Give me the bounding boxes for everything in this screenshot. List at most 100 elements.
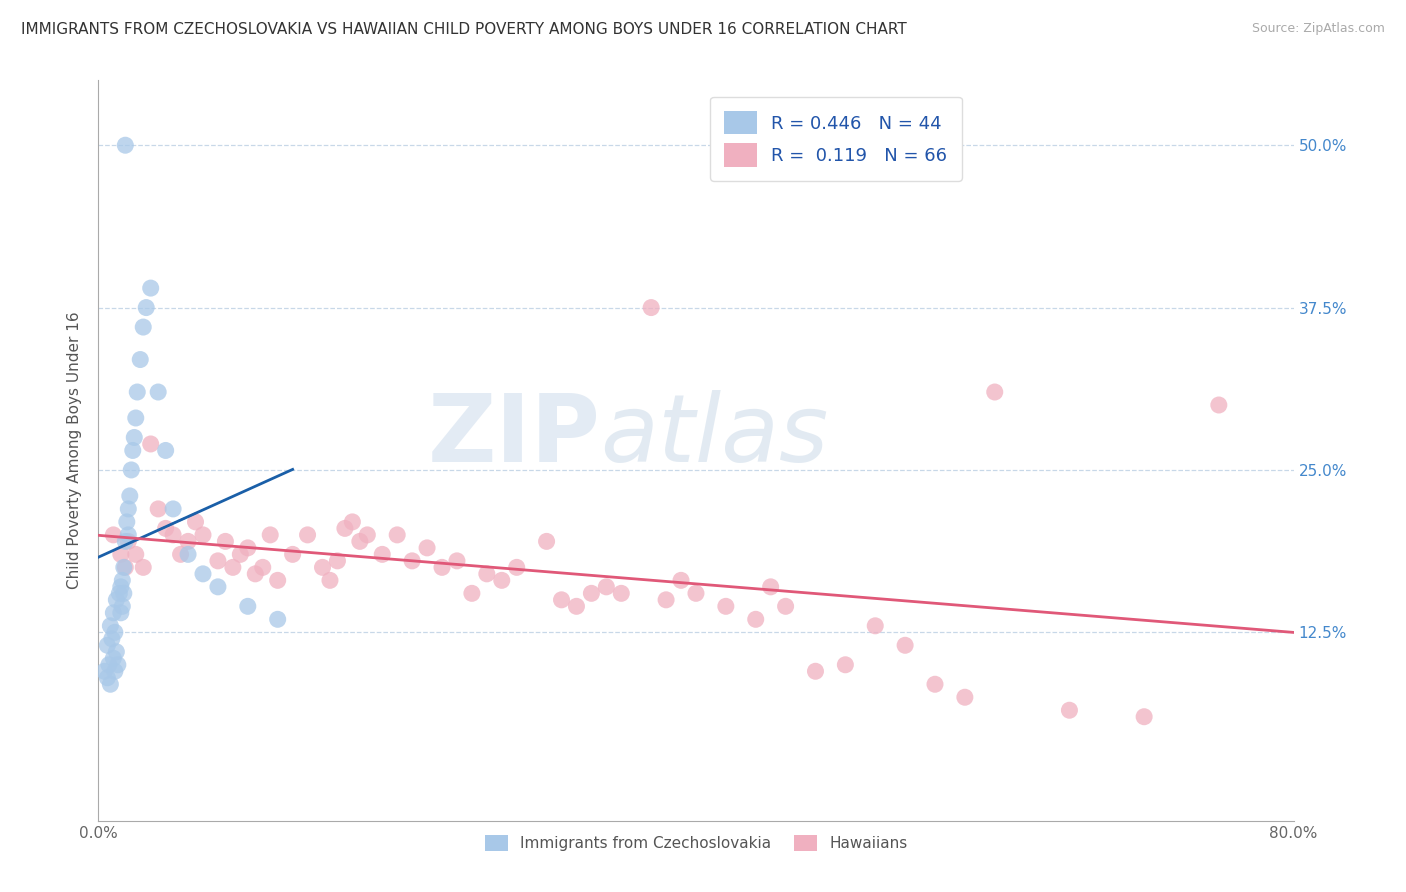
Point [111, 599, 134, 614]
Point [311, 560, 333, 574]
Text: Source: ZipAtlas.com: Source: ZipAtlas.com [1251, 22, 1385, 36]
Point [120, 463, 142, 477]
Point [236, 599, 259, 614]
Point [775, 599, 797, 614]
Point [114, 138, 136, 153]
Text: atlas: atlas [600, 390, 828, 481]
Point [745, 612, 768, 626]
Point [117, 534, 139, 549]
Point [281, 547, 304, 561]
Point [924, 677, 946, 691]
Point [804, 665, 827, 679]
Point [177, 534, 200, 549]
Point [229, 547, 252, 561]
Point [1208, 398, 1230, 412]
Point [550, 592, 572, 607]
Point [191, 528, 214, 542]
Point [984, 384, 1007, 399]
Point [640, 301, 662, 315]
Point [259, 528, 281, 542]
Point [506, 560, 529, 574]
Point [105, 645, 128, 659]
Point [894, 638, 917, 652]
Point [953, 690, 976, 705]
Point [184, 515, 207, 529]
Legend: Immigrants from Czechoslovakia, Hawaiians: Immigrants from Czechoslovakia, Hawaiian… [478, 829, 914, 857]
Point [297, 528, 319, 542]
Point [342, 515, 364, 529]
Point [461, 586, 484, 600]
Point [169, 547, 191, 561]
Point [103, 606, 125, 620]
Point [446, 554, 468, 568]
Point [93, 665, 115, 679]
Point [96, 638, 118, 652]
Point [105, 592, 128, 607]
Point [319, 574, 342, 588]
Point [401, 554, 423, 568]
Point [349, 534, 371, 549]
Point [110, 580, 132, 594]
Point [416, 541, 439, 555]
Point [114, 560, 136, 574]
Point [155, 521, 177, 535]
Point [110, 606, 132, 620]
Point [595, 580, 617, 594]
Point [267, 574, 290, 588]
Point [101, 632, 124, 646]
Point [1059, 703, 1081, 717]
Point [111, 574, 134, 588]
Point [430, 560, 453, 574]
Text: IMMIGRANTS FROM CZECHOSLOVAKIA VS HAWAIIAN CHILD POVERTY AMONG BOYS UNDER 16 COR: IMMIGRANTS FROM CZECHOSLOVAKIA VS HAWAII… [21, 22, 907, 37]
Point [207, 554, 229, 568]
Text: ZIP: ZIP [427, 390, 600, 482]
Point [125, 547, 148, 561]
Point [245, 566, 267, 581]
Point [177, 547, 200, 561]
Point [207, 580, 229, 594]
Point [139, 437, 162, 451]
Point [114, 534, 136, 549]
Point [865, 619, 887, 633]
Point [714, 599, 737, 614]
Point [834, 657, 856, 672]
Point [236, 541, 259, 555]
Point [104, 625, 127, 640]
Point [155, 443, 177, 458]
Point [214, 534, 236, 549]
Point [1133, 710, 1156, 724]
Point [112, 560, 135, 574]
Point [333, 521, 356, 535]
Point [565, 599, 588, 614]
Point [97, 657, 120, 672]
Point [110, 547, 132, 561]
Point [124, 430, 146, 444]
Point [107, 657, 129, 672]
Point [685, 586, 707, 600]
Point [148, 384, 170, 399]
Point [326, 554, 349, 568]
Point [356, 528, 378, 542]
Point [103, 651, 125, 665]
Point [103, 528, 125, 542]
Point [191, 566, 214, 581]
Point [98, 677, 122, 691]
Y-axis label: Child Poverty Among Boys Under 16: Child Poverty Among Boys Under 16 [66, 311, 82, 590]
Point [96, 671, 118, 685]
Point [669, 574, 692, 588]
Point [536, 534, 558, 549]
Point [98, 619, 122, 633]
Point [117, 528, 139, 542]
Point [118, 489, 141, 503]
Point [385, 528, 409, 542]
Point [127, 384, 149, 399]
Point [655, 592, 678, 607]
Point [148, 502, 170, 516]
Point [129, 352, 152, 367]
Point [125, 411, 148, 425]
Point [104, 665, 127, 679]
Point [132, 560, 155, 574]
Point [135, 301, 157, 315]
Point [371, 547, 394, 561]
Point [115, 515, 138, 529]
